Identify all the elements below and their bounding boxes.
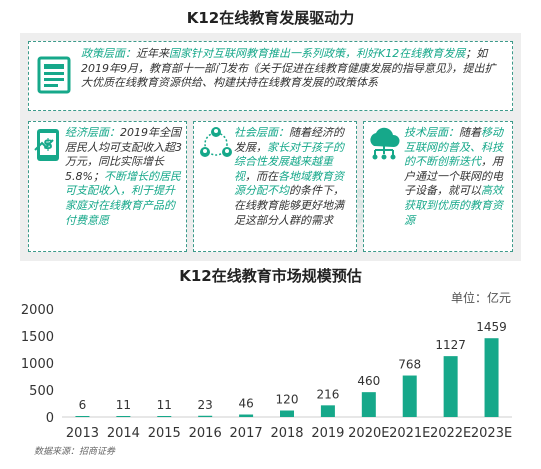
bar [484,338,499,417]
bar [443,356,458,417]
y-tick-label: 0 [46,411,54,426]
tech-head: 技术层面： [404,126,459,139]
economy-text: 经济层面：2019年全国居民人均可支配收入超3万元，同比实际增长5.8%；不断增… [65,126,183,228]
cloud-network-icon [370,127,400,160]
bar [198,415,213,417]
policy-text-2: ；如2019年9月，教育部十一部门发布《关于促进在线教育健康发展的指导意见》，提… [81,47,496,90]
data-label: 216 [316,387,339,401]
y-tick-label: 1000 [21,357,54,372]
data-label: 11 [116,398,131,412]
bar [280,410,294,417]
bar [320,405,335,417]
data-label: 768 [398,358,421,372]
data-label: 6 [79,398,87,412]
data-label: 23 [198,398,213,412]
bar [361,392,376,417]
society-box: 社会层面：随着经济的发展，家长对于孩子的综合性发展越来越重视，而在各地域教育资源… [193,121,357,252]
x-tick-label: 2013 [66,426,99,441]
tech-text: 技术层面：随着移动互联网的普及、科技的不断创新迭代，用户通过一个联网的电子设备，… [404,126,510,228]
x-tick-label: 2019 [311,426,344,441]
society-highlight-2: 各地域教育资源分配不均 [234,169,344,198]
data-label: 46 [238,397,253,411]
society-text-2: ，而在 [245,169,278,183]
x-tick-label: 2023E [471,426,512,441]
money-phone-icon: $ [34,129,59,161]
data-label: 1127 [435,338,466,352]
x-tick-label: 2022E [430,426,471,441]
society-text: 社会层面：随着经济的发展，家长对于孩子的综合性发展越来越重视，而在各地域教育资源… [234,126,352,228]
tech-highlight-1: 移动互联网的普及、科技的不断创新迭代 [404,126,503,169]
economy-text-1: 2019年全国居民人均可支配收入超3万元，同比实际增长5.8%； [65,126,182,183]
unit-label: 单位：亿元 [450,291,511,305]
society-head: 社会层面： [234,126,289,139]
economy-head: 经济层面： [65,126,120,139]
people-network-icon [200,127,232,157]
data-source: 数据来源：招商证券 [34,447,116,457]
drivers-panel: iUP 服务 政策层面：近年来国家针对互联网教育推出一系列政策，利好K12在线教… [20,33,521,261]
tech-box: 技术层面：随着移动互联网的普及、科技的不断创新迭代，用户通过一个联网的电子设备，… [363,121,513,252]
bar [402,375,417,417]
bar [75,416,90,417]
data-label: 460 [357,374,380,388]
society-text-1: 随着经济的发展， [234,126,344,154]
y-tick-label: 1500 [21,330,54,345]
bar [239,414,254,417]
society-highlight-1: 家长对于孩子的综合性发展越来越重视 [234,140,344,183]
chart-title: K12在线教育市场规模预估 [179,267,362,285]
policy-text: 政策层面：近年来国家针对互联网教育推出一系列政策，利好K12在线教育发展；如20… [81,47,506,91]
policy-highlight-1: 国家针对互联网教育推出一系列政策，利好K12在线教育发展 [169,47,466,60]
x-tick-label: 2015 [148,426,181,441]
society-text-3: 的条件下，在线教育能够更好地满足这部分人群的需求 [234,184,344,227]
x-tick-label: 2021E [389,426,430,441]
data-label: 1459 [476,320,507,334]
bar [157,416,172,417]
x-tick-label: 2018 [270,426,303,441]
y-tick-label: 2000 [21,303,54,318]
top-title: K12在线教育发展驱动力 [186,9,355,27]
economy-highlight-1: 不断增长的居民可支配收入，利于提升家庭对在线教育产品的付费意愿 [65,169,181,227]
tech-text-2: ，用户通过一个联网的电子设备，就可以 [404,155,503,198]
data-label: 11 [157,398,172,412]
data-label: 120 [276,393,299,407]
document-icon [37,56,71,94]
policy-box: 政策层面：近年来国家针对互联网教育推出一系列政策，利好K12在线教育发展；如20… [28,41,513,111]
tech-text-1: 随着 [459,126,481,139]
x-tick-label: 2016 [189,426,222,441]
economy-box: $ 经济层面：2019年全国居民人均可支配收入超3万元，同比实际增长5.8%；不… [28,121,187,252]
x-tick-label: 2014 [107,426,140,441]
x-tick-label: 2017 [230,426,263,441]
x-tick-label: 2020E [348,426,389,441]
tech-highlight-2: 高效获取到优质的教育资源 [404,184,503,227]
y-tick-label: 500 [29,384,54,399]
policy-head: 政策层面： [81,47,136,60]
bar [116,416,131,417]
policy-text-1: 近年来 [136,47,169,60]
